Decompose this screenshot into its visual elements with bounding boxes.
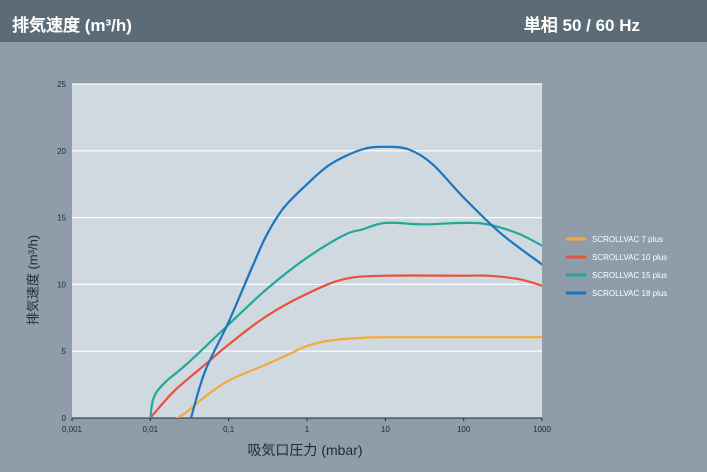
header-bar: 排気速度 (m³/h) 単相 50 / 60 Hz: [0, 0, 707, 42]
y-tick-label: 25: [57, 80, 66, 89]
y-tick-label: 10: [57, 280, 66, 289]
legend-label-scrollvac-15-plus: SCROLLVAC 15 plus: [592, 271, 667, 280]
series-line-scrollvac-10-plus: [149, 274, 542, 418]
x-tick-label: 1: [305, 425, 310, 434]
series-line-scrollvac-7-plus: [176, 336, 542, 418]
x-tick-label: 10: [381, 425, 390, 434]
series-line-scrollvac-15-plus: [149, 221, 542, 418]
legend-label-scrollvac-18-plus: SCROLLVAC 18 plus: [592, 289, 667, 298]
power-spec: 単相 50 / 60 Hz: [523, 16, 640, 35]
y-axis-label: 排気速度 (m³/h): [25, 234, 41, 326]
legend-label-scrollvac-10-plus: SCROLLVAC 10 plus: [592, 253, 667, 262]
series-line-scrollvac-18-plus: [189, 145, 542, 418]
legend-label-scrollvac-7-plus: SCROLLVAC 7 plus: [592, 235, 663, 244]
plot-area: [72, 84, 542, 418]
pumping-speed-chart: 0 5 10 15 20 25 0,001 0,01 0,1 1 10 100 1000 SCROLLVA…: [57, 80, 667, 434]
chart-title: 排気速度 (m³/h): [12, 16, 132, 35]
x-tick-label: 0,01: [143, 425, 159, 434]
y-axis-label-wrap: 排気速度 (m³/h): [12, 150, 52, 410]
x-tick-label: 0,001: [62, 425, 83, 434]
y-tick-label: 15: [57, 214, 66, 223]
x-axis-label: 吸気口圧力 (mbar): [247, 442, 363, 458]
y-tick-label: 20: [57, 147, 66, 156]
y-tick-label: 5: [62, 347, 67, 356]
x-tick-label: 1000: [533, 425, 551, 434]
x-tick-label: 100: [457, 425, 471, 434]
x-tick-label: 0,1: [223, 425, 235, 434]
y-tick-label: 0: [62, 414, 67, 423]
